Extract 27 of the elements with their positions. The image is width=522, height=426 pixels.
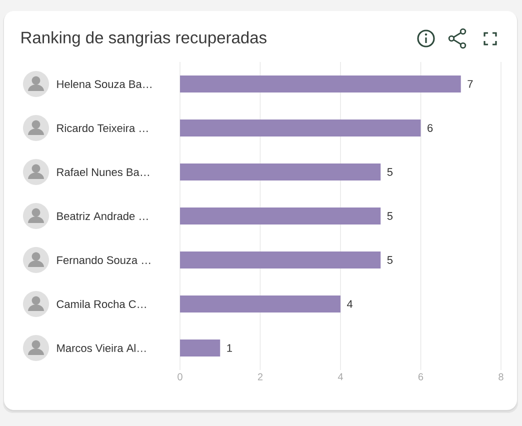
y-tick-label: Beatriz Andrade … <box>57 212 148 220</box>
bar <box>180 208 381 225</box>
chart-title: Ranking de sangrias recuperadas <box>22 31 266 47</box>
y-tick-label: Rafael Nunes Ba… <box>57 168 149 176</box>
x-tick-label: 8 <box>498 373 504 380</box>
data-label: 7 <box>468 80 473 88</box>
data-label: 5 <box>387 168 393 176</box>
bar <box>180 164 381 181</box>
data-label: 4 <box>347 300 353 308</box>
bar <box>180 252 381 269</box>
y-tick-label: Camila Rocha C… <box>56 300 146 308</box>
data-label: 5 <box>387 212 393 220</box>
x-tick-label: 6 <box>418 373 424 380</box>
bar <box>180 296 340 313</box>
y-tick-label: Ricardo Teixeira … <box>57 124 148 132</box>
x-tick-label: 2 <box>258 373 263 380</box>
data-label: 1 <box>227 344 232 352</box>
x-tick-label: 0 <box>178 373 182 380</box>
bar <box>180 76 461 93</box>
bar <box>180 340 220 357</box>
x-tick-label: 4 <box>338 373 343 380</box>
y-tick-label: Fernando Souza … <box>57 256 150 264</box>
y-tick-label: Marcos Vieira Al… <box>57 344 146 352</box>
data-label: 5 <box>387 256 393 264</box>
bar <box>180 120 421 137</box>
y-tick-label: Helena Souza Ba… <box>57 80 152 88</box>
data-label: 6 <box>428 124 433 132</box>
